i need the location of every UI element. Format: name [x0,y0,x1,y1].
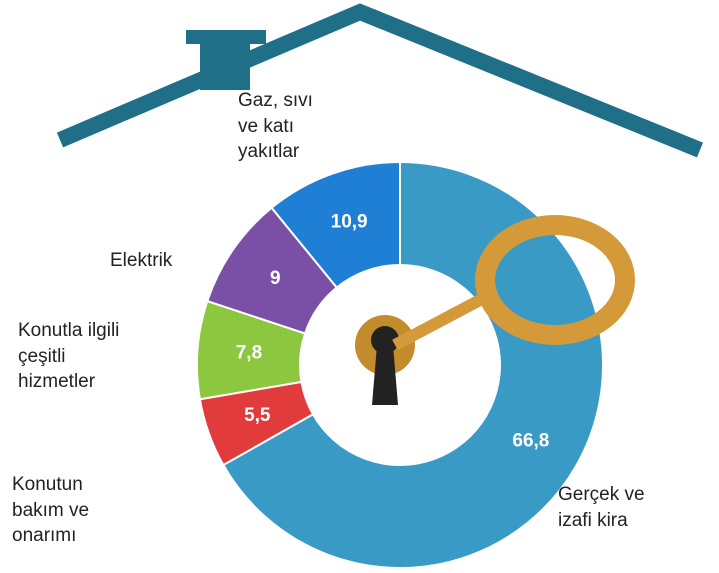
key-shaft [395,300,480,345]
category-label: Gaz, sıvı ve katı yakıtlar [238,88,338,165]
category-label: Konutun bakım ve onarımı [12,472,122,549]
roof [60,12,700,150]
chimney [200,40,250,90]
value-label: 5,5 [244,405,271,426]
value-label: 10,9 [331,211,368,232]
category-label: Gerçek ve izafi kira [558,482,678,533]
category-label: Konutla ilgili çeşitli hizmetler [18,318,143,395]
value-label: 7,8 [236,343,262,364]
value-label: 9 [270,268,281,289]
category-label: Elektrik [110,248,210,274]
value-label: 66,8 [512,430,549,451]
infographic: 66,8 5,5 7,8 9 10,9 Gerçek ve izafi kira Konu… [0,0,719,573]
